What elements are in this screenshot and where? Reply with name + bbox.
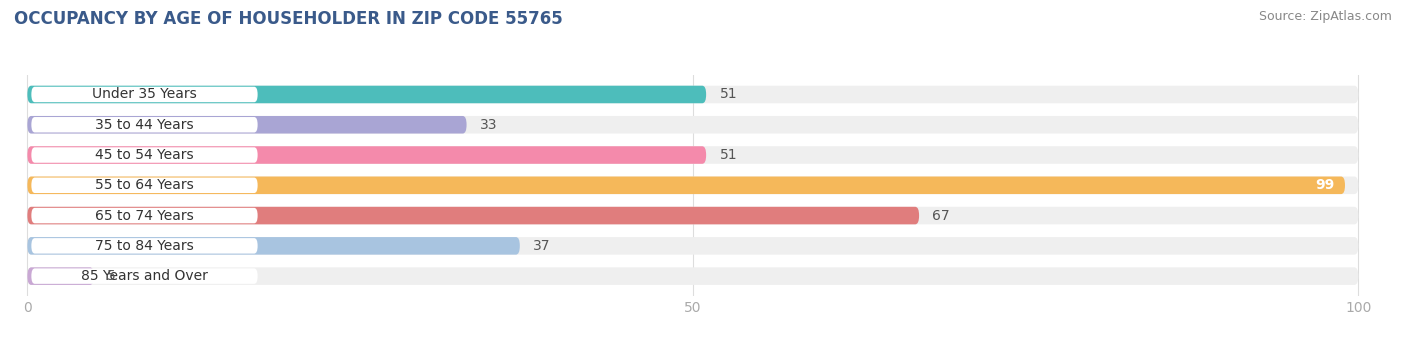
FancyBboxPatch shape (27, 146, 1358, 164)
Text: 67: 67 (932, 208, 950, 223)
Text: 45 to 54 Years: 45 to 54 Years (96, 148, 194, 162)
FancyBboxPatch shape (27, 267, 1358, 285)
Text: 85 Years and Over: 85 Years and Over (82, 269, 208, 283)
FancyBboxPatch shape (27, 207, 1358, 224)
FancyBboxPatch shape (31, 147, 257, 163)
Text: 33: 33 (479, 118, 498, 132)
Text: Source: ZipAtlas.com: Source: ZipAtlas.com (1258, 10, 1392, 23)
Text: 99: 99 (1315, 178, 1334, 192)
FancyBboxPatch shape (31, 268, 257, 284)
FancyBboxPatch shape (27, 116, 467, 134)
FancyBboxPatch shape (31, 238, 257, 254)
FancyBboxPatch shape (31, 208, 257, 223)
FancyBboxPatch shape (31, 117, 257, 133)
Text: 75 to 84 Years: 75 to 84 Years (96, 239, 194, 253)
FancyBboxPatch shape (31, 87, 257, 102)
Text: 55 to 64 Years: 55 to 64 Years (96, 178, 194, 192)
Text: OCCUPANCY BY AGE OF HOUSEHOLDER IN ZIP CODE 55765: OCCUPANCY BY AGE OF HOUSEHOLDER IN ZIP C… (14, 10, 562, 28)
FancyBboxPatch shape (27, 176, 1358, 194)
FancyBboxPatch shape (27, 237, 520, 255)
FancyBboxPatch shape (27, 207, 920, 224)
Text: Under 35 Years: Under 35 Years (93, 87, 197, 101)
Text: 51: 51 (720, 87, 737, 101)
FancyBboxPatch shape (31, 177, 257, 193)
FancyBboxPatch shape (27, 237, 1358, 255)
FancyBboxPatch shape (27, 176, 1346, 194)
Text: 65 to 74 Years: 65 to 74 Years (96, 208, 194, 223)
FancyBboxPatch shape (27, 116, 1358, 134)
FancyBboxPatch shape (27, 86, 706, 103)
FancyBboxPatch shape (27, 86, 1358, 103)
Text: 5: 5 (107, 269, 115, 283)
FancyBboxPatch shape (27, 267, 94, 285)
FancyBboxPatch shape (27, 146, 706, 164)
Text: 51: 51 (720, 148, 737, 162)
Text: 37: 37 (533, 239, 551, 253)
Text: 35 to 44 Years: 35 to 44 Years (96, 118, 194, 132)
